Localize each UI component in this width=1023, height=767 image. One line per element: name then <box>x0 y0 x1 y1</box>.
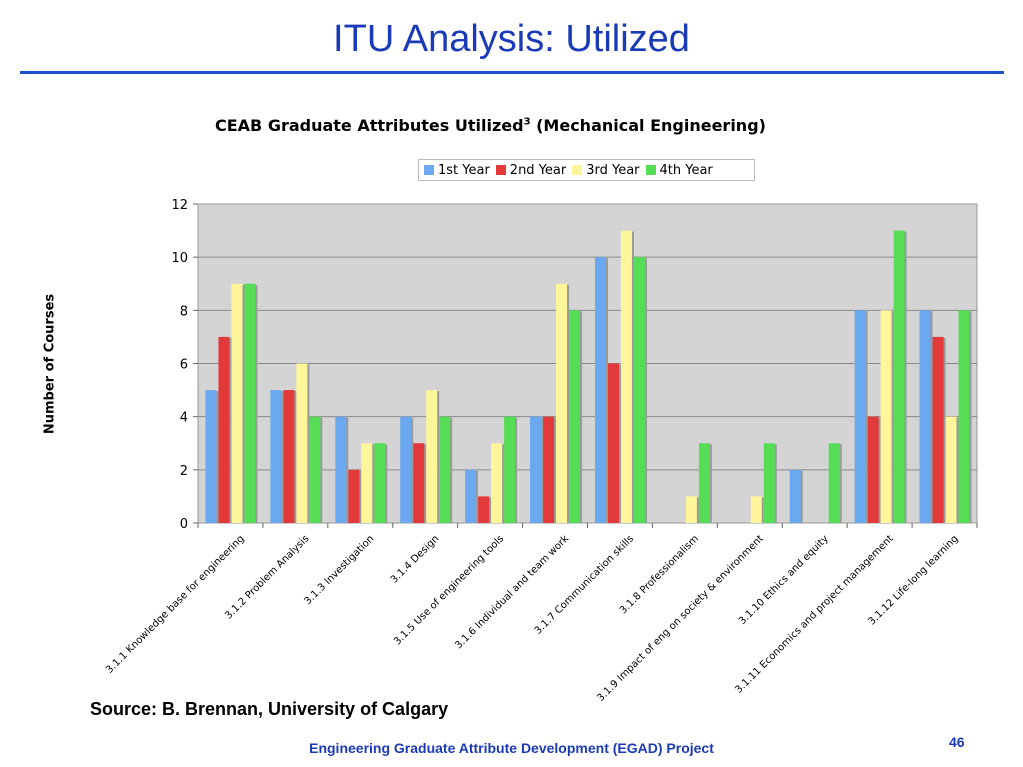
bar <box>945 416 957 523</box>
bar <box>828 443 840 523</box>
page-number: 46 <box>949 734 965 750</box>
bar <box>698 443 710 523</box>
bar <box>426 390 438 523</box>
x-tick-label: 3.1.5 Use of engineering tools <box>392 533 506 647</box>
bar <box>231 283 243 523</box>
bar <box>530 416 542 523</box>
legend-label: 4th Year <box>659 162 713 178</box>
bar <box>361 443 373 523</box>
legend-label: 2nd Year <box>509 162 567 178</box>
bar <box>880 310 892 523</box>
legend-item: 4th Year <box>645 162 713 178</box>
legend-swatch <box>645 165 656 175</box>
y-tick-label: 4 <box>180 411 188 426</box>
bar <box>789 469 801 523</box>
legend-swatch <box>495 165 506 175</box>
bar <box>633 257 645 523</box>
bar <box>400 416 412 523</box>
bar <box>374 443 386 523</box>
title-divider <box>20 71 1004 74</box>
bar <box>465 469 477 523</box>
bar <box>543 416 555 523</box>
legend-item: 2nd Year <box>495 162 567 178</box>
bar <box>556 283 568 523</box>
bar <box>296 363 308 523</box>
bar <box>348 469 360 523</box>
legend-item: 3rd Year <box>572 162 640 178</box>
bar <box>478 496 490 523</box>
bar <box>244 283 256 523</box>
chart-title-suffix: (Mechanical Engineering) <box>530 116 766 135</box>
bar <box>854 310 866 523</box>
legend-swatch <box>424 165 434 175</box>
y-tick-label: 12 <box>171 198 188 213</box>
bar <box>867 416 879 523</box>
y-tick-label: 8 <box>180 304 188 319</box>
y-tick-label: 0 <box>180 517 188 532</box>
bar <box>750 496 762 523</box>
chart-title-superscript: 3 <box>523 116 531 128</box>
bar <box>335 416 347 523</box>
legend-label: 1st Year <box>438 162 490 178</box>
slide-title: ITU Analysis: Utilized <box>333 18 690 60</box>
chart-legend: 1st Year 2nd Year 3rd Year 4th Year <box>418 159 755 181</box>
bar <box>932 336 944 523</box>
x-tick-label: 3.1.1 Knowledge base for engineering <box>104 533 247 676</box>
bar <box>439 416 451 523</box>
x-tick-label: 3.1.6 Individual and team work <box>453 533 571 651</box>
y-tick-label: 2 <box>180 464 188 479</box>
legend-label: 3rd Year <box>586 162 640 178</box>
source-credit: Source: B. Brennan, University of Calgar… <box>90 699 449 719</box>
bar <box>205 390 217 523</box>
x-tick-label: 3.1.4 Design <box>389 533 441 585</box>
y-axis-label: Number of Courses <box>42 293 58 435</box>
y-tick-label: 10 <box>171 251 188 266</box>
bar <box>685 496 697 523</box>
bar <box>893 230 905 524</box>
bar <box>594 257 606 523</box>
bar <box>309 416 321 523</box>
bar <box>413 443 425 523</box>
bar <box>283 390 295 523</box>
legend-swatch <box>572 165 583 175</box>
bar <box>919 310 931 523</box>
x-tick-label: 3.1.3 Investigation <box>302 533 376 607</box>
legend-item: 1st Year <box>424 163 490 178</box>
bar <box>607 363 619 523</box>
y-tick-label: 6 <box>180 358 188 373</box>
bar <box>958 310 970 523</box>
footer-project-name: Engineering Graduate Attribute Developme… <box>309 740 714 756</box>
bar <box>218 336 230 523</box>
bar <box>504 416 516 523</box>
chart-title-text: CEAB Graduate Attributes Utilized <box>215 116 524 135</box>
bar <box>569 310 581 523</box>
bar <box>620 230 632 524</box>
bar <box>763 443 775 523</box>
bar <box>491 443 503 523</box>
bar <box>270 390 282 523</box>
chart-title: CEAB Graduate Attributes Utilized3 (Mech… <box>215 116 766 135</box>
